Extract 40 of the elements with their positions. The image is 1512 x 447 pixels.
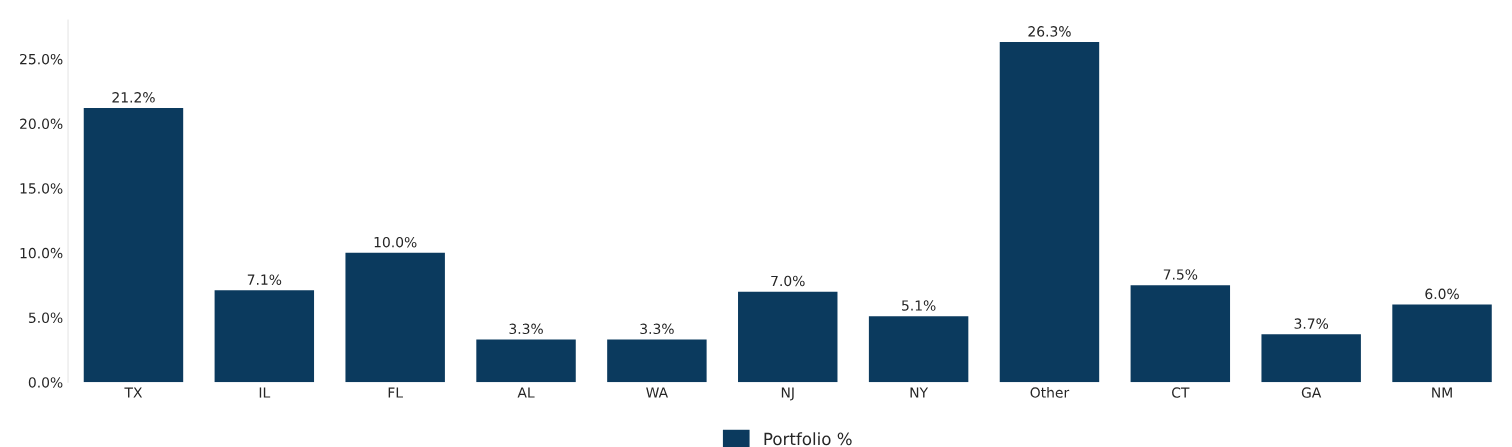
x-tick-label: WA [646,387,669,398]
x-tick-label: FL [388,387,403,398]
y-tick-label: 10.0% [20,247,63,259]
bar [214,290,315,383]
x-tick-label: NY [910,387,929,398]
data-label: 3.7% [1294,318,1329,329]
data-label: 3.3% [640,323,674,335]
x-tick-label: Other [1030,387,1070,398]
bar [83,108,184,383]
bar [868,316,969,383]
legend-label: Portfolio % [764,432,852,446]
x-tick-label: TX [124,387,143,398]
y-tick-label: 15.0% [20,183,63,194]
bar [999,42,1100,383]
x-tick-label: NM [1432,387,1452,398]
y-tick-label: 20.0% [20,118,63,130]
bar [345,252,445,383]
x-tick-label: GA [1301,387,1322,398]
data-label: 3.3% [509,323,543,335]
bar [738,291,838,383]
bar [607,339,707,383]
data-label: 21.2% [112,92,155,103]
data-label: 7.0% [771,275,805,287]
x-tick-label: NJ [781,387,794,401]
data-label: 6.0% [1425,288,1459,300]
x-tick-label: AL [517,387,535,398]
bar [476,339,576,383]
data-label: 7.1% [247,274,282,285]
bar [1392,304,1492,383]
data-label: 10.0% [374,236,417,248]
x-tick-label: CT [1172,387,1190,398]
y-tick-label: 25.0% [20,53,63,65]
y-tick-label: 0.0% [28,377,63,388]
data-label: 5.1% [902,300,936,311]
data-label: 7.5% [1163,269,1198,280]
bar [1130,285,1231,383]
bar [1261,334,1361,383]
x-tick-label: IL [259,387,271,398]
data-label: 26.3% [1028,26,1071,37]
y-tick-label: 5.0% [28,312,63,323]
